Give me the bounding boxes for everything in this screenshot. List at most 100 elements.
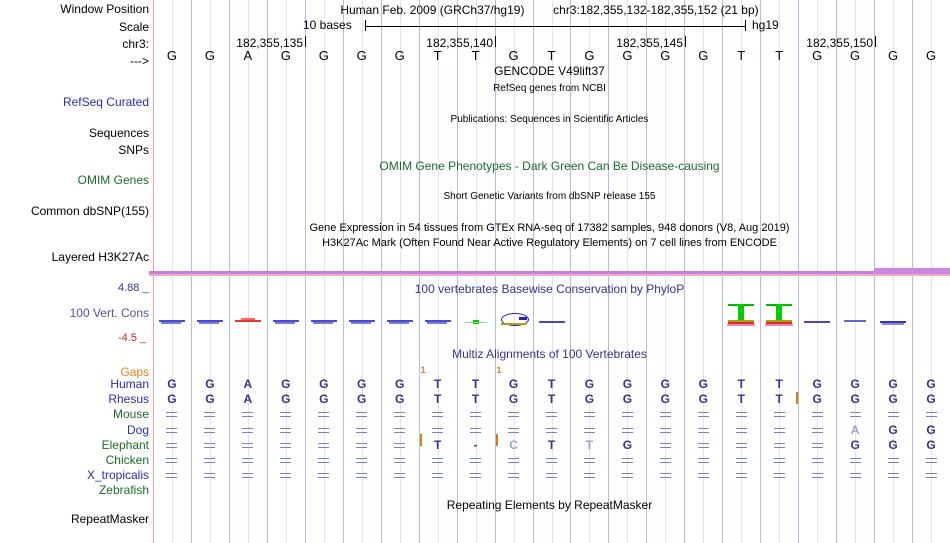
alignment-match-dashes bbox=[722, 469, 760, 478]
label-common-dbsnp[interactable]: Common dbSNP(155) bbox=[30, 204, 149, 218]
alignment-base: G bbox=[660, 377, 671, 391]
alignment-base: T bbox=[433, 392, 442, 406]
alignment-base: G bbox=[395, 392, 405, 406]
species-label-dog[interactable]: Dog bbox=[126, 423, 149, 437]
phylop-mark-red bbox=[241, 318, 255, 320]
alignment-match-dashes bbox=[267, 469, 305, 478]
alignment-match-dashes bbox=[457, 424, 495, 433]
alignment-match-dashes bbox=[646, 469, 684, 478]
alignment-match-dashes bbox=[684, 424, 722, 433]
alignment-base: - bbox=[473, 438, 478, 452]
alignment-base: G bbox=[584, 377, 595, 391]
alignment-match-dashes bbox=[912, 469, 950, 478]
phylop-bar-base bbox=[766, 320, 792, 322]
sequence-base: A bbox=[243, 48, 253, 63]
sequence-base: G bbox=[394, 48, 405, 63]
phylop-mark-neg bbox=[273, 320, 299, 322]
gap-insert-bar bbox=[796, 392, 798, 404]
alignment-match-dashes bbox=[798, 454, 836, 463]
alignment-match-dashes bbox=[912, 408, 950, 417]
alignment-match-dashes bbox=[836, 454, 874, 463]
alignment-match-dashes bbox=[153, 469, 191, 478]
alignment-match-dashes bbox=[343, 469, 381, 478]
alignment-match-dashes bbox=[229, 454, 267, 463]
alignment-match-dashes bbox=[381, 469, 419, 478]
caption-refseq-ncbi: RefSeq genes from NCBI bbox=[493, 83, 606, 94]
alignment-match-dashes bbox=[153, 424, 191, 433]
sequence-base: G bbox=[925, 48, 937, 63]
alignment-base: T bbox=[775, 392, 783, 406]
label-100-vert-cons[interactable]: 100 Vert. Cons bbox=[69, 306, 149, 320]
alignment-match-dashes bbox=[608, 454, 646, 463]
label-gaps[interactable]: Gaps bbox=[120, 365, 149, 379]
alignment-match-dashes bbox=[760, 424, 798, 433]
alignment-base: T bbox=[471, 392, 480, 406]
label-refseq-curated[interactable]: RefSeq Curated bbox=[62, 95, 149, 109]
alignment-base: G bbox=[660, 392, 671, 406]
species-label-x_tropicalis[interactable]: X_tropicalis bbox=[86, 468, 149, 482]
phylop-mark-neg bbox=[351, 322, 371, 324]
ruler-tick-mark bbox=[495, 36, 496, 47]
label-window-position: Window Position bbox=[60, 2, 149, 16]
alignment-base: T bbox=[547, 377, 556, 391]
alignment-match-dashes bbox=[305, 454, 343, 463]
sequence-base: G bbox=[508, 48, 519, 63]
caption-gencode: GENCODE V49lift37 bbox=[494, 64, 605, 78]
label-layered-h3k27ac[interactable]: Layered H3K27Ac bbox=[51, 250, 149, 264]
alignment-match-dashes bbox=[381, 424, 419, 433]
alignment-match-dashes bbox=[760, 408, 798, 417]
alignment-base: G bbox=[926, 392, 936, 406]
species-label-rhesus[interactable]: Rhesus bbox=[108, 392, 149, 406]
alignment-match-dashes bbox=[760, 439, 798, 448]
alignment-match-dashes bbox=[760, 454, 798, 463]
alignment-match-dashes bbox=[874, 408, 912, 417]
alignment-base: G bbox=[888, 423, 898, 437]
alignment-base: G bbox=[205, 377, 215, 391]
alignment-base: G bbox=[508, 377, 519, 391]
alignment-base: G bbox=[319, 392, 329, 406]
alignment-match-dashes bbox=[722, 439, 760, 448]
sequence-base: G bbox=[812, 48, 823, 63]
label-snps[interactable]: SNPs bbox=[118, 143, 149, 157]
species-label-chicken[interactable]: Chicken bbox=[105, 453, 149, 467]
alignment-match-dashes bbox=[267, 439, 305, 448]
assembly-and-position: Human Feb. 2009 (GRCh37/hg19) chr3:182,3… bbox=[149, 3, 950, 17]
alignment-base: G bbox=[926, 423, 936, 437]
sequence-base: G bbox=[166, 48, 178, 63]
alignment-match-dashes bbox=[722, 424, 760, 433]
alignment-base: G bbox=[888, 377, 898, 391]
species-label-mouse[interactable]: Mouse bbox=[112, 407, 149, 421]
alignment-base: G bbox=[357, 392, 367, 406]
alignment-base: T bbox=[585, 438, 594, 452]
label-sequences[interactable]: Sequences bbox=[88, 126, 149, 140]
sequence-base: G bbox=[888, 48, 899, 63]
alignment-match-dashes bbox=[608, 408, 646, 417]
phylop-bar-base bbox=[766, 322, 792, 324]
cons-axis-min: -4.5 _ bbox=[118, 332, 147, 344]
alignment-base: T bbox=[471, 377, 480, 391]
alignment-base: C bbox=[509, 438, 518, 452]
species-label-zebrafish[interactable]: Zebrafish bbox=[98, 483, 149, 497]
species-label-human[interactable]: Human bbox=[110, 377, 149, 391]
alignment-base: A bbox=[243, 392, 253, 406]
phylop-mark-neg bbox=[161, 322, 181, 324]
alignment-match-dashes bbox=[191, 439, 229, 448]
alignment-match-dashes bbox=[874, 469, 912, 478]
sequence-base: G bbox=[584, 48, 595, 63]
alignment-base: G bbox=[698, 377, 708, 391]
alignment-match-dashes bbox=[305, 439, 343, 448]
phylop-bar-base bbox=[727, 324, 755, 326]
sequence-base: G bbox=[280, 48, 291, 63]
alignment-base: G bbox=[850, 392, 860, 406]
label-repeatmasker[interactable]: RepeatMasker bbox=[70, 512, 149, 526]
alignment-match-dashes bbox=[533, 469, 571, 478]
phylop-mark-green bbox=[465, 322, 487, 323]
alignment-match-dashes bbox=[381, 439, 419, 448]
ruler-tick-mark bbox=[305, 36, 306, 47]
sequence-base: G bbox=[356, 48, 367, 63]
label-omim-genes[interactable]: OMIM Genes bbox=[77, 173, 149, 187]
species-label-elephant[interactable]: Elephant bbox=[101, 438, 149, 452]
sequence-base: T bbox=[433, 48, 442, 63]
alignment-match-dashes bbox=[229, 408, 267, 417]
alignment-base: T bbox=[737, 392, 745, 406]
